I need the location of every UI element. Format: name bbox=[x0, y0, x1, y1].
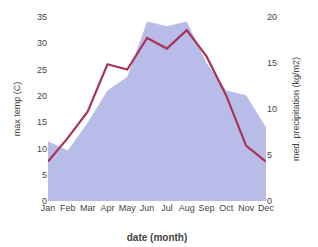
svg-text:Aug: Aug bbox=[179, 203, 195, 213]
svg-text:20: 20 bbox=[37, 91, 47, 101]
svg-text:0: 0 bbox=[42, 196, 47, 206]
svg-text:Jul: Jul bbox=[161, 203, 173, 213]
svg-text:35: 35 bbox=[37, 12, 47, 22]
svg-text:Dec: Dec bbox=[258, 203, 275, 213]
svg-text:date (month): date (month) bbox=[127, 232, 188, 243]
svg-text:Apr: Apr bbox=[100, 203, 114, 213]
svg-text:0: 0 bbox=[267, 196, 272, 206]
svg-text:max temp (C): max temp (C) bbox=[12, 82, 22, 137]
svg-text:Sep: Sep bbox=[199, 203, 215, 213]
svg-text:10: 10 bbox=[37, 144, 47, 154]
svg-text:5: 5 bbox=[267, 150, 272, 160]
svg-text:Mar: Mar bbox=[80, 203, 96, 213]
svg-text:15: 15 bbox=[37, 117, 47, 127]
svg-text:20: 20 bbox=[267, 12, 277, 22]
svg-text:May: May bbox=[119, 203, 137, 213]
svg-text:30: 30 bbox=[37, 38, 47, 48]
svg-text:5: 5 bbox=[42, 170, 47, 180]
svg-text:10: 10 bbox=[267, 104, 277, 114]
svg-text:15: 15 bbox=[267, 58, 277, 68]
svg-text:25: 25 bbox=[37, 65, 47, 75]
svg-text:Jan: Jan bbox=[41, 203, 56, 213]
svg-text:Nov: Nov bbox=[238, 203, 255, 213]
svg-text:Oct: Oct bbox=[219, 203, 234, 213]
svg-text:Jun: Jun bbox=[140, 203, 155, 213]
svg-text:med. precipitation (kg/m2): med. precipitation (kg/m2) bbox=[291, 57, 301, 161]
svg-text:Feb: Feb bbox=[60, 203, 76, 213]
